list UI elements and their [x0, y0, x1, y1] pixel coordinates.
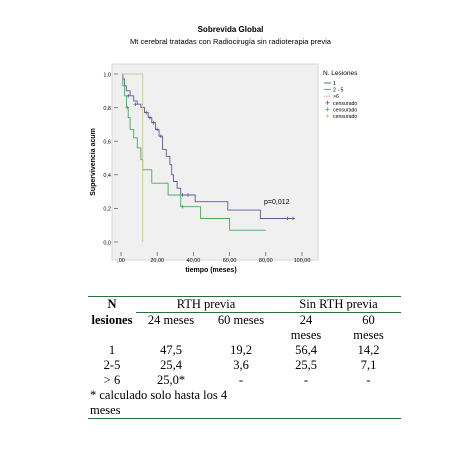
- sub-header: 60 meses: [217, 313, 265, 327]
- y-axis-label: Supervivencia acum: [90, 128, 97, 196]
- x-tick-label: 60,00: [223, 258, 237, 264]
- sub-header: meses: [353, 328, 384, 342]
- x-tick-label: 100,00: [294, 258, 311, 264]
- legend-label: >6: [333, 94, 339, 100]
- chart-title: Sobrevida Global: [197, 25, 264, 34]
- x-tick-label: 40,00: [187, 258, 201, 264]
- table-footnote: * calculado solo hasta los 4: [90, 388, 228, 402]
- col-lesiones-header: lesiones: [91, 313, 133, 327]
- table-footnote-row: meses: [88, 403, 401, 419]
- y-tick-label: 0,6: [103, 140, 111, 146]
- y-tick-label: 0,4: [103, 173, 111, 179]
- legend-label: 1: [333, 81, 336, 87]
- table-cell: 3,6: [233, 358, 249, 372]
- table-cell: 7,1: [360, 358, 377, 372]
- col-n-header: N: [88, 296, 136, 313]
- y-tick-label: 1,0: [103, 72, 111, 78]
- table-row: > 6 25,0* - - -: [88, 373, 401, 388]
- table-cell: -: [366, 373, 371, 387]
- sub-header: 60: [362, 313, 375, 327]
- x-tick-label: ,00: [117, 258, 125, 264]
- sub-header: meses: [290, 328, 322, 342]
- y-tick-label: 0,0: [103, 240, 111, 246]
- series-line: [121, 73, 144, 242]
- table-cell: 25,4: [160, 358, 182, 372]
- table-header-row: N RTH previa Sin RTH previa: [88, 296, 401, 313]
- legend-title: N. Lesiones: [323, 70, 358, 77]
- x-tick-label: 80,00: [259, 258, 273, 264]
- table-cell: -: [238, 373, 244, 387]
- y-tick-label: 0,8: [103, 106, 111, 112]
- sub-header: 24 meses: [147, 313, 195, 327]
- y-tick-label: 0,2: [103, 207, 111, 213]
- group-rth-header: RTH previa: [136, 296, 276, 313]
- table-cell: > 6: [103, 373, 121, 387]
- table-cell: 19,2: [230, 343, 252, 357]
- legend-label: 2 - 5: [333, 88, 343, 94]
- table-cell: 56,4: [295, 343, 317, 357]
- table-cell: -: [303, 373, 309, 387]
- table-cell: 25,5: [295, 358, 317, 372]
- table-cell: 47,5: [160, 343, 182, 357]
- results-table: N RTH previa Sin RTH previa lesiones 24 …: [88, 296, 401, 419]
- table-footnote: meses: [88, 403, 401, 419]
- series-layer: [121, 73, 295, 242]
- table-row: 1 47,5 19,2 56,4 14,2: [88, 343, 401, 358]
- chart-subtitle: Mt cerebral tratadas con Radiocirugía si…: [130, 37, 331, 46]
- plot-area: [111, 63, 319, 261]
- legend-label: censurado: [333, 101, 357, 107]
- table-cell: 14,2: [357, 343, 380, 357]
- legend-label: censurado: [333, 107, 357, 113]
- x-tick-label: 20,00: [150, 258, 164, 264]
- legend-label: censurado: [333, 114, 357, 120]
- table-row: 2-5 25,4 3,6 25,5 7,1: [88, 358, 401, 373]
- group-sin-rth-header: Sin RTH previa: [276, 296, 401, 313]
- series-line: [121, 73, 295, 219]
- p-value-annotation: p=0,012: [264, 199, 290, 206]
- table-cell: 2-5: [103, 358, 121, 372]
- axes: 0,0 0,2 0,4 0,6 0,8 1,0 ,00 20,00 40,00 60,00 80,0…: [103, 72, 310, 264]
- table-cell: 25,0*: [156, 373, 186, 387]
- table-subheader-row: meses meses: [88, 328, 401, 343]
- table-footnote-row: * calculado solo hasta los 4: [88, 388, 401, 403]
- table-cell: 1: [108, 343, 116, 357]
- sub-header: 24: [299, 313, 313, 327]
- table-subheader-row: lesiones 24 meses 60 meses 24 60: [88, 313, 401, 328]
- survival-chart: 0,0 0,2 0,4 0,6 0,8 1,0 ,00 20,00 40,00 60,00 80,0…: [90, 63, 358, 274]
- x-axis-label: tiempo (meses): [185, 267, 236, 274]
